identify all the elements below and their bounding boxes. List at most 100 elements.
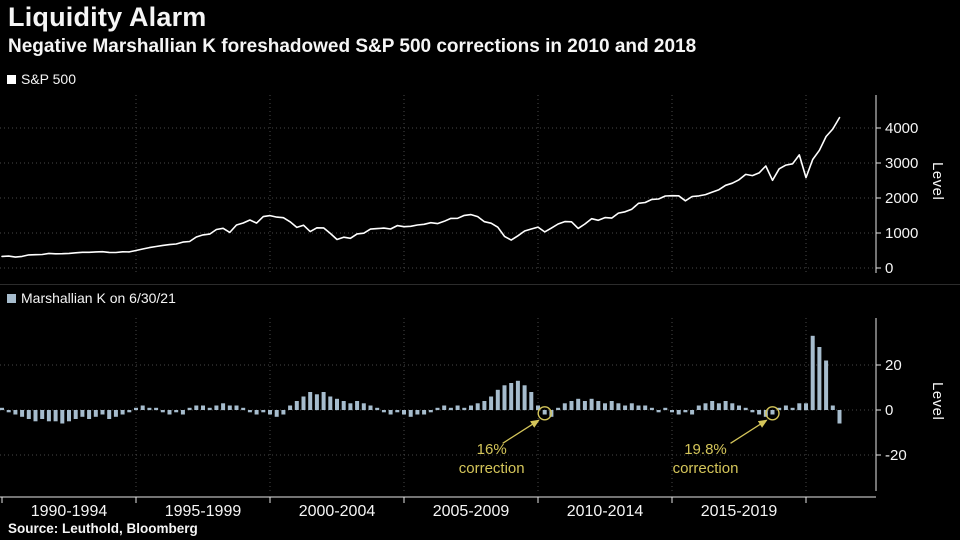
marshallian-k-bar bbox=[408, 410, 413, 417]
marshallian-k-bar bbox=[643, 405, 648, 410]
x-axis-label: 1995-1999 bbox=[165, 503, 242, 520]
x-axis-label: 2015-2019 bbox=[701, 503, 778, 520]
marshallian-k-bar bbox=[703, 403, 708, 411]
marshallian-k-bar bbox=[328, 396, 333, 410]
marshallian-k-bar bbox=[596, 401, 601, 410]
marshallian-k-bar bbox=[361, 403, 366, 411]
marshallian-k-bar bbox=[435, 407, 440, 411]
y-tick-label: -20 bbox=[885, 447, 907, 464]
marshallian-k-bar bbox=[649, 407, 654, 411]
marshallian-k-bar bbox=[60, 410, 65, 424]
marshallian-k-bar bbox=[676, 410, 681, 415]
marshallian-k-bar bbox=[743, 407, 748, 411]
marshallian-k-bar bbox=[381, 410, 386, 413]
marshallian-k-bar bbox=[562, 403, 567, 411]
annotation-line: correction bbox=[672, 460, 739, 477]
marshallian-k-bar bbox=[603, 403, 607, 411]
marshallian-k-bar bbox=[234, 405, 239, 410]
legend-marshallian-k: Marshallian K on 6/30/21 bbox=[7, 290, 176, 306]
marshallian-k-bar bbox=[442, 405, 447, 410]
marshallian-k-bar bbox=[696, 405, 701, 410]
marshallian-k-bar bbox=[33, 410, 38, 422]
marshallian-k-bar bbox=[830, 405, 835, 410]
y-tick-label: 3000 bbox=[885, 155, 918, 172]
legend-sp500: S&P 500 bbox=[7, 71, 76, 87]
marshallian-k-bar bbox=[93, 410, 98, 417]
marshallian-k-bar bbox=[174, 410, 179, 413]
marshallian-k-bar bbox=[770, 410, 775, 415]
marshallian-k-bar bbox=[663, 407, 668, 411]
marshallian-k-bar bbox=[536, 405, 540, 410]
marshallian-k-bar bbox=[395, 410, 400, 413]
annotation-line: 19.8% bbox=[684, 441, 727, 459]
chart-subtitle: Negative Marshallian K foreshadowed S&P … bbox=[8, 36, 697, 57]
marshallian-k-bar bbox=[67, 410, 71, 422]
marshallian-k-bar bbox=[656, 410, 661, 413]
marshallian-k-bar bbox=[716, 403, 721, 411]
marshallian-k-bar bbox=[582, 401, 587, 410]
marshallian-k-bar bbox=[837, 410, 842, 424]
marshallian-k-bar bbox=[40, 410, 45, 419]
marshallian-k-bar bbox=[294, 401, 299, 410]
marshallian-k-bar bbox=[0, 407, 4, 411]
annotation-circle bbox=[765, 406, 780, 421]
marshallian-k-bar bbox=[20, 410, 25, 417]
marshallian-k-bar bbox=[522, 385, 527, 411]
marshallian-k-bar bbox=[268, 410, 272, 415]
y-tick-label: 4000 bbox=[885, 120, 918, 137]
marshallian-k-bar bbox=[690, 410, 695, 415]
marshallian-k-bar bbox=[629, 403, 634, 411]
marshallian-k-bar bbox=[180, 410, 185, 415]
marshallian-k-bar bbox=[462, 407, 467, 411]
marshallian-k-bar bbox=[783, 405, 788, 410]
sp500-line bbox=[1, 116, 841, 258]
marshallian-k-bar bbox=[609, 401, 614, 410]
panel-divider bbox=[0, 284, 960, 285]
annotation-arrow bbox=[502, 419, 540, 444]
marshallian-k-bar bbox=[207, 407, 212, 411]
marshallian-k-bar bbox=[616, 403, 621, 411]
marshallian-k-bar bbox=[509, 383, 514, 410]
marshallian-k-bar bbox=[569, 401, 574, 410]
marshallian-k-bar bbox=[127, 410, 132, 413]
marshallian-k-bar bbox=[87, 410, 92, 419]
marshallian-k-bar bbox=[187, 407, 192, 411]
marshallian-k-bar bbox=[261, 410, 266, 413]
marshallian-k-bar bbox=[254, 410, 259, 415]
sp500-legend-swatch bbox=[7, 74, 16, 84]
marshallian-k-bar bbox=[113, 410, 118, 417]
marshallian-k-bar bbox=[314, 394, 319, 411]
source-credit: Source: Leuthold, Bloomberg bbox=[8, 521, 198, 536]
marshallian-k-bar bbox=[670, 410, 674, 413]
marshallian-k-bar bbox=[107, 410, 112, 419]
marshallian-k-bar bbox=[221, 403, 226, 411]
annotation-line: correction bbox=[458, 460, 525, 477]
marshallian-k-legend-swatch bbox=[7, 293, 16, 303]
marshallian-k-bar bbox=[402, 410, 406, 415]
y-tick-label: 0 bbox=[885, 260, 893, 277]
marshallian-k-bar bbox=[750, 410, 755, 413]
marshallian-k-bar bbox=[415, 410, 420, 415]
marshallian-k-bar bbox=[455, 405, 460, 410]
chart-title: Liquidity Alarm bbox=[8, 2, 207, 32]
marshallian-k-bar bbox=[134, 407, 138, 411]
marshallian-k-bar bbox=[341, 401, 346, 410]
marshallian-k-bar bbox=[824, 360, 829, 410]
marshallian-k-bar bbox=[737, 405, 741, 410]
marshallian-k-bar bbox=[154, 407, 159, 411]
marshallian-k-bar bbox=[388, 410, 393, 415]
marshallian-k-bar bbox=[810, 335, 815, 411]
x-axis-label: 2005-2009 bbox=[433, 503, 510, 520]
marshallian-k-bar bbox=[804, 403, 808, 411]
marshallian-k-bar bbox=[194, 405, 199, 410]
sp500-legend-label: S&P 500 bbox=[21, 71, 77, 87]
marshallian-k-bar bbox=[710, 401, 715, 410]
annotation-circle bbox=[537, 406, 552, 421]
marshallian-k-bar bbox=[140, 405, 145, 410]
marshallian-k-bar bbox=[73, 410, 78, 419]
marshallian-k-bar bbox=[335, 398, 339, 411]
y-tick-label: 2000 bbox=[885, 190, 918, 207]
marshallian-k-bar bbox=[26, 410, 31, 419]
marshallian-k-bar bbox=[469, 405, 473, 410]
marshallian-k-bar bbox=[375, 407, 380, 411]
